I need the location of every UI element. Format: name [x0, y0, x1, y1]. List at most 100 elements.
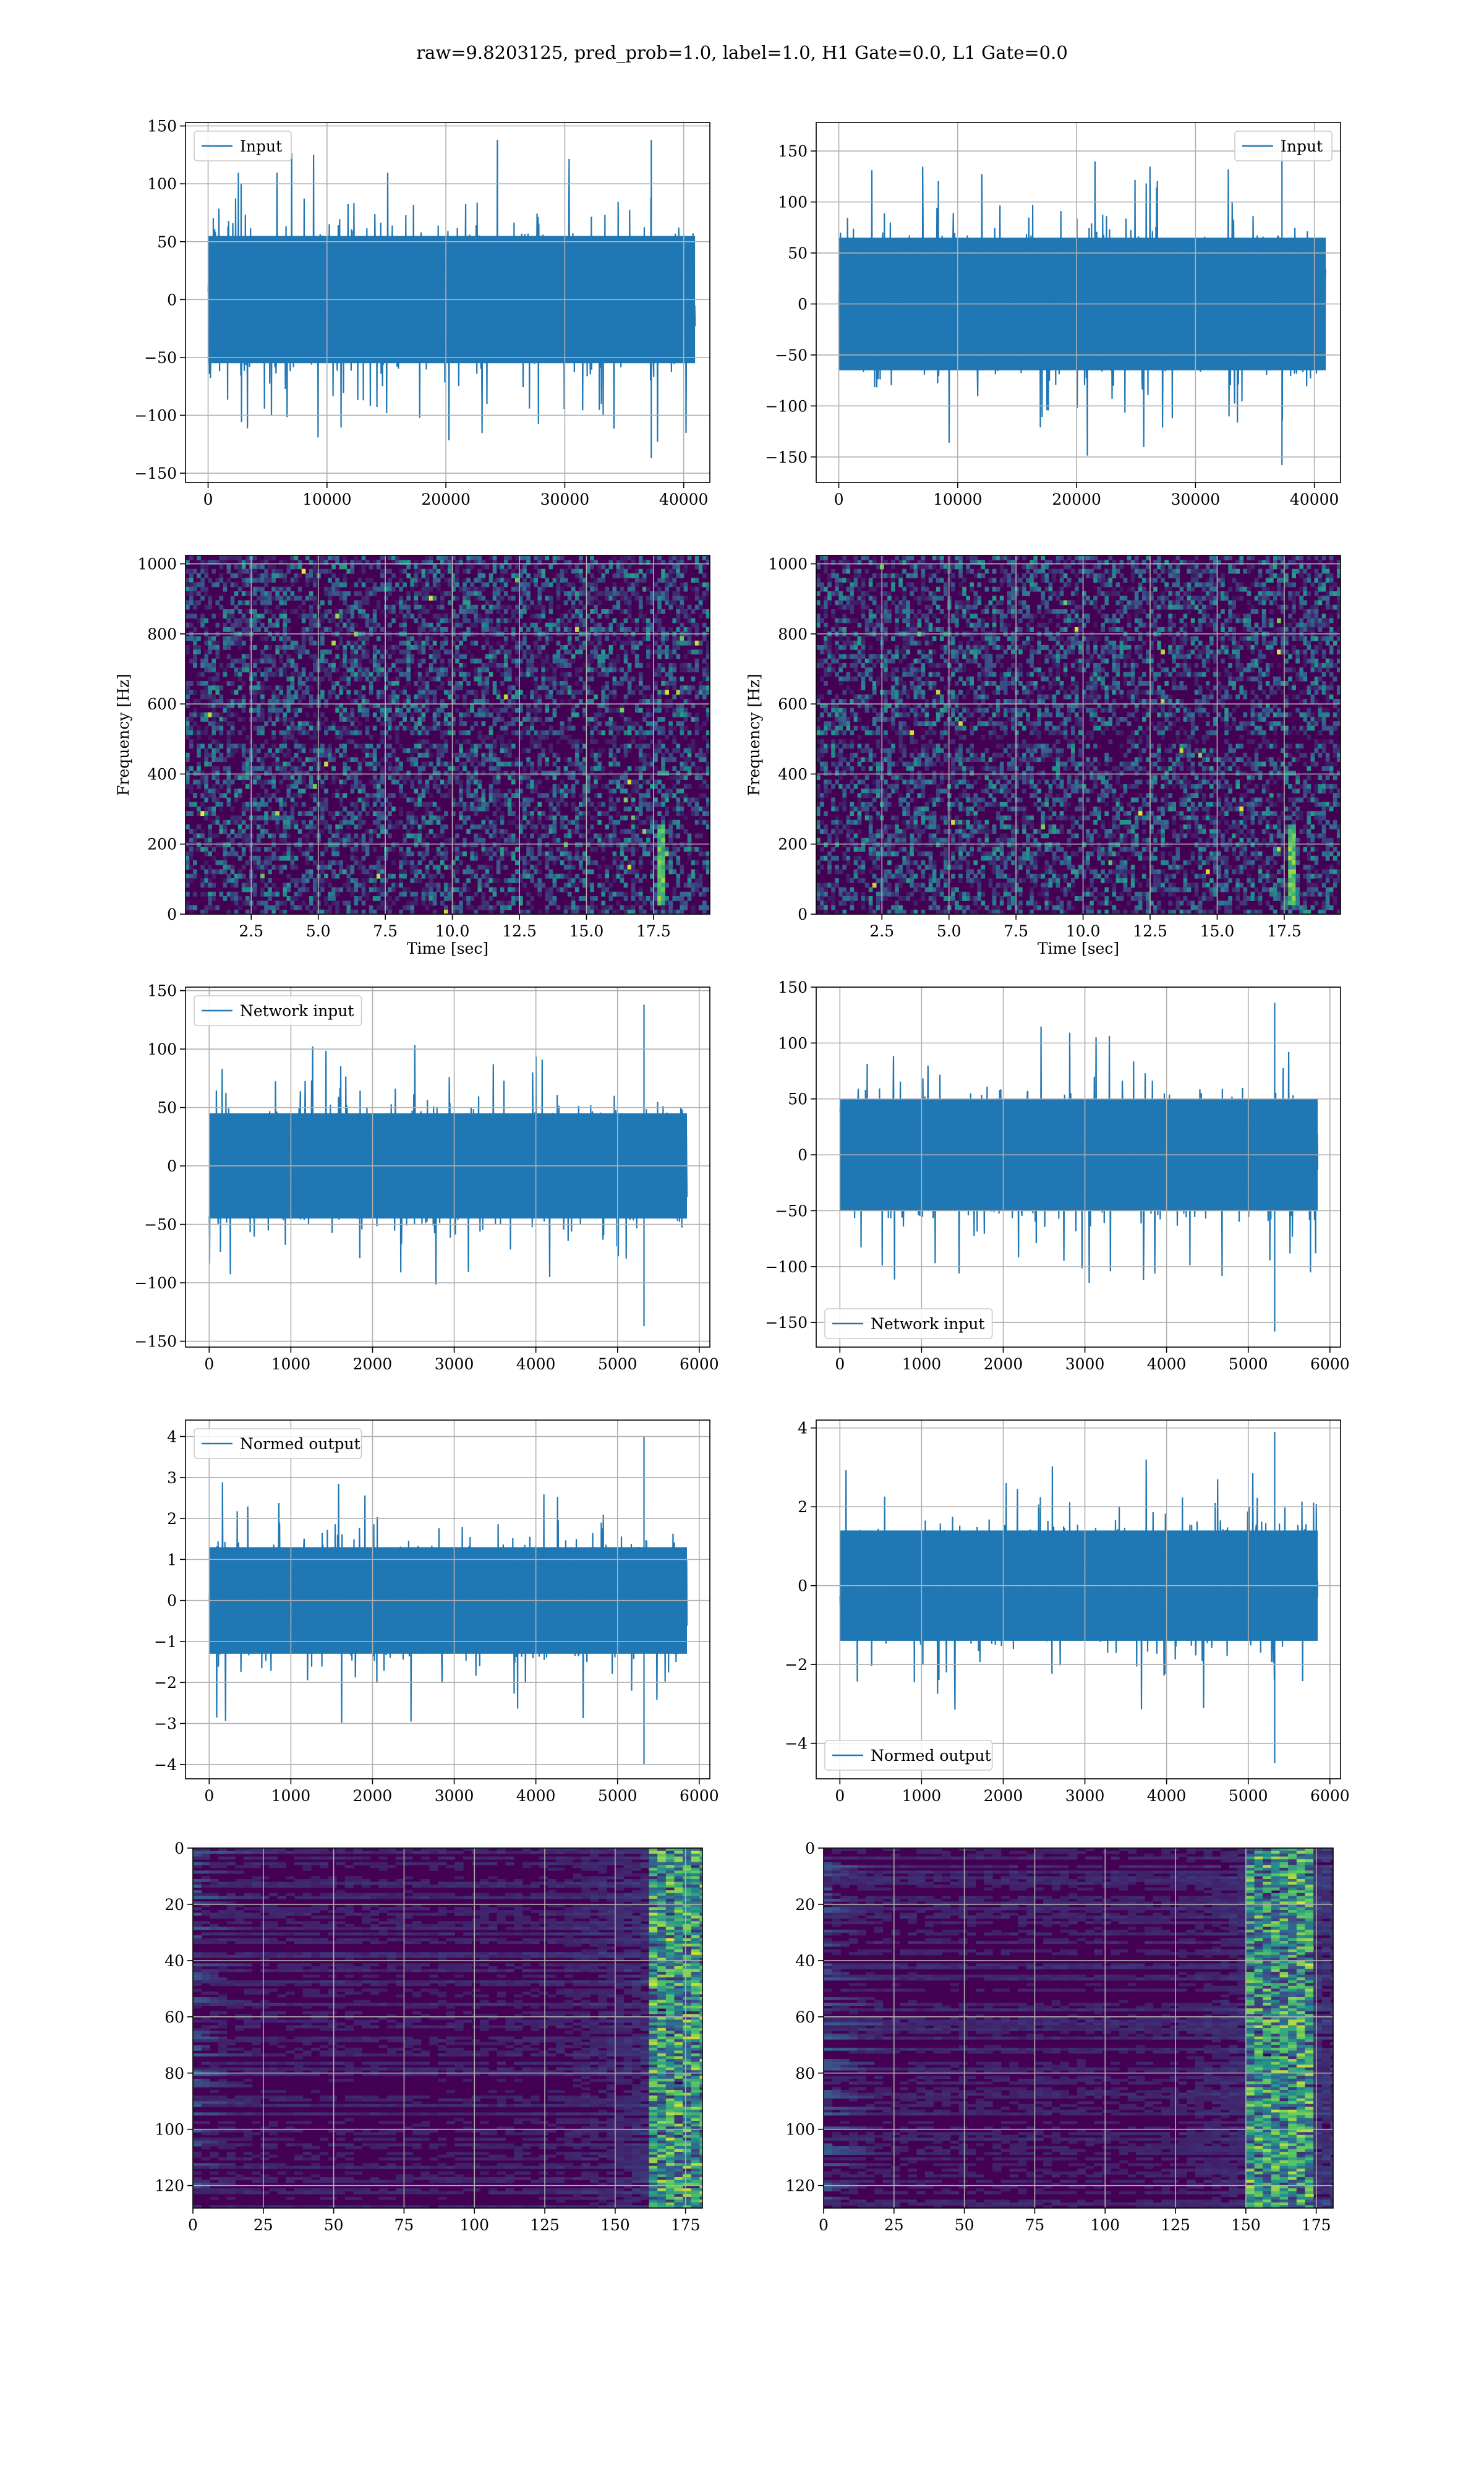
x-tick-label: 6000 [1310, 1355, 1350, 1373]
legend-label: Input [240, 137, 282, 155]
x-tick-label: 4000 [1147, 1787, 1187, 1805]
x-tick-label: 4000 [516, 1355, 556, 1373]
figure-title: raw=9.8203125, pred_prob=1.0, label=1.0,… [0, 42, 1484, 63]
y-tick-label: −2 [154, 1674, 177, 1692]
y-tick-label: 40 [164, 1952, 184, 1970]
y-tick-label: 0 [167, 1157, 177, 1175]
x-tick-label: 25 [884, 2216, 904, 2234]
x-tick-label: 175 [671, 2216, 701, 2234]
x-tick-label: 150 [600, 2216, 630, 2234]
y-tick-label: 100 [785, 2121, 815, 2139]
x-tick-label: 100 [1090, 2216, 1120, 2234]
y-tick-label: 1 [167, 1551, 177, 1569]
axes-frame [185, 122, 710, 483]
axes-frame [185, 555, 710, 915]
y-tick-label: 150 [778, 142, 808, 160]
axes-frame [192, 1847, 703, 2209]
y-tick-label: −100 [134, 1274, 177, 1292]
legend-box [194, 1428, 362, 1459]
y-tick-label: −50 [775, 1202, 808, 1220]
y-tick-label: 0 [798, 1577, 808, 1595]
x-tick-label: 75 [1025, 2216, 1045, 2234]
y-tick-label: 1000 [137, 555, 177, 573]
y-tick-label: 2 [167, 1510, 177, 1528]
legend: Normed output [194, 1428, 362, 1459]
x-tick-label: 6000 [680, 1355, 719, 1373]
x-tick-label: 1000 [902, 1355, 942, 1373]
y-tick-label: 400 [147, 765, 177, 783]
y-tick-label: 50 [788, 1090, 808, 1108]
x-tick-label: 1000 [271, 1355, 311, 1373]
legend-label: Network input [871, 1315, 984, 1333]
y-tick-label: 20 [164, 1896, 184, 1914]
x-tick-label: 20000 [421, 490, 471, 508]
subplot-r3c1: 0 1000 2000 3000 4000 5000 6000 −150 −100 −50 0 50 1… [134, 982, 719, 1373]
x-tick-label: 0 [835, 1787, 845, 1805]
y-tick-label: 1000 [768, 555, 808, 573]
y-tick-label: −100 [134, 406, 177, 424]
y-tick-label: 4 [167, 1428, 177, 1446]
x-tick-label: 40000 [659, 490, 709, 508]
x-tick-label: 20000 [1052, 490, 1101, 508]
y-tick-label: −150 [134, 1333, 177, 1351]
y-tick-label: 2 [798, 1498, 808, 1516]
x-tick-label: 5000 [1229, 1355, 1268, 1373]
x-tick-label: 40000 [1290, 490, 1339, 508]
y-tick-label: 50 [788, 244, 808, 262]
x-tick-label: 0 [835, 1355, 845, 1373]
x-tick-label: 2.5 [239, 922, 263, 940]
x-tick-label: 2000 [984, 1787, 1023, 1805]
y-tick-label: 80 [795, 2065, 815, 2082]
x-tick-label: 175 [1302, 2216, 1331, 2234]
y-tick-label: 150 [778, 978, 808, 996]
legend-box [824, 1308, 993, 1339]
y-tick-label: 800 [147, 625, 177, 643]
x-tick-label: 4000 [1147, 1355, 1187, 1373]
subplot-r5c2: 0 25 50 75 100 125 150 175 0 20 40 60 80 100 120 [785, 1839, 1334, 2234]
y-tick-label: 100 [778, 194, 808, 212]
legend-box [194, 995, 362, 1026]
x-tick-label: 12.5 [502, 922, 537, 940]
y-tick-label: 80 [164, 2065, 184, 2082]
y-tick-label: 3 [167, 1469, 177, 1487]
x-tick-label: 5000 [598, 1787, 638, 1805]
x-tick-label: 7.5 [1004, 922, 1028, 940]
x-axis-label: Time [sec] [407, 940, 488, 957]
subplot-r4c1: 0 1000 2000 3000 4000 5000 6000 −4 −3 −2 −1 0 1 2 3 4 No… [154, 1419, 719, 1805]
signal-line [839, 1003, 1319, 1332]
y-tick-label: 600 [778, 695, 808, 713]
y-tick-label: 150 [147, 982, 177, 1000]
axes-frame [185, 1419, 710, 1779]
x-tick-label: 5000 [1229, 1787, 1268, 1805]
signal-line [839, 1432, 1319, 1763]
x-tick-label: 17.5 [1267, 922, 1302, 940]
y-tick-label: 40 [795, 1952, 815, 1970]
x-tick-label: 125 [530, 2216, 560, 2234]
y-tick-label: 100 [147, 1040, 177, 1058]
x-tick-label: 6000 [1310, 1787, 1350, 1805]
x-axis-label: Time [sec] [1038, 940, 1119, 957]
y-tick-label: 120 [155, 2177, 184, 2195]
legend: Network input [824, 1308, 993, 1339]
axes-frame [185, 987, 710, 1348]
legend-label: Normed output [871, 1747, 991, 1765]
x-tick-label: 2000 [984, 1355, 1023, 1373]
x-tick-label: 30000 [1171, 490, 1221, 508]
y-tick-label: 100 [155, 2121, 184, 2139]
y-tick-label: 0 [167, 1592, 177, 1610]
heatmap-image [816, 555, 1341, 914]
x-tick-label: 100 [459, 2216, 489, 2234]
subplot-r1c1: 0 10000 20000 30000 40000 −150 −100 −50 0 50 100 15… [134, 118, 710, 508]
x-tick-label: 0 [203, 490, 213, 508]
x-tick-label: 4000 [516, 1787, 556, 1805]
axes-frame [816, 555, 1341, 915]
y-tick-label: 0 [798, 1146, 808, 1164]
legend-label: Normed output [240, 1435, 360, 1453]
y-tick-label: 200 [147, 836, 177, 854]
x-tick-label: 6000 [680, 1787, 719, 1805]
subplot-r4c2: 0 1000 2000 3000 4000 5000 6000 −4 −2 0 2 4 Normed o… [785, 1419, 1350, 1805]
y-axis-label: Frequency [Hz] [114, 674, 132, 796]
x-tick-label: 2.5 [869, 922, 894, 940]
signal-line [838, 137, 1327, 465]
y-tick-label: 50 [157, 1099, 177, 1117]
